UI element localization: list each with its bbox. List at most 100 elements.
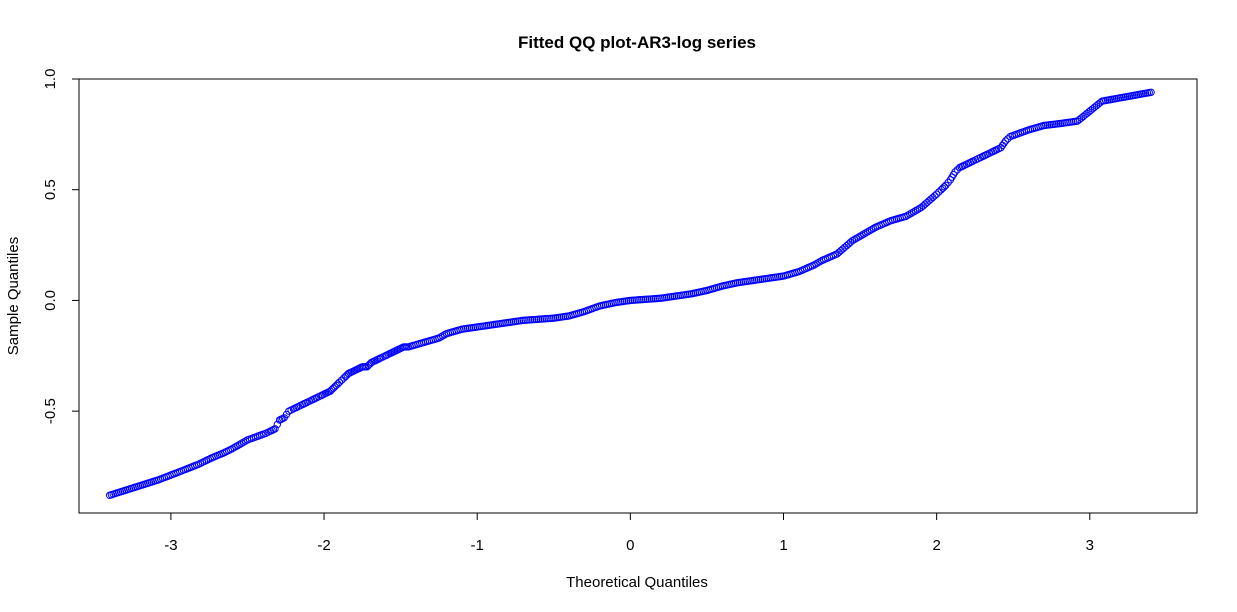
data-point [935,188,943,196]
data-point [532,315,541,324]
x-tick-label: -3 [164,537,177,554]
data-point [232,442,240,451]
data-point [837,246,845,255]
y-tick-label: -0.5 [42,398,59,424]
data-point [867,225,876,234]
data-point [911,207,920,215]
data-point [269,425,278,434]
data-point [1000,139,1008,147]
data-point [230,443,238,452]
data-point [904,211,912,219]
data-point [364,361,373,370]
data-point [282,410,291,419]
data-point [864,228,872,236]
data-point [831,251,839,259]
data-point [403,343,411,351]
data-point [357,363,365,372]
y-axis: -0.5 0.0 0.5 1.0 [42,69,80,424]
x-tick-label: 3 [1086,537,1094,554]
data-point [929,193,937,202]
data-point [398,343,406,352]
data-point [971,156,980,164]
x-tick-label: -1 [471,537,484,554]
x-tick-label: 1 [779,537,787,554]
data-point [334,380,342,388]
data-point [301,399,310,407]
data-point [944,178,952,187]
data-point [685,290,694,298]
x-axis: -3 -2 -1 0 1 2 3 [164,512,1094,554]
data-point [327,386,336,394]
data-point [456,326,464,334]
x-tick-label: 2 [932,537,940,554]
data-point [234,441,242,450]
data-point [968,157,976,166]
data-point [471,323,479,331]
data-point [273,420,282,429]
data-point [814,259,822,267]
data-point [958,162,967,170]
data-point [1071,117,1080,126]
data-point [850,235,859,244]
data-point [812,260,820,268]
data-point [486,321,495,329]
data-point [1056,119,1065,128]
data-point [1038,122,1046,130]
data-point [939,184,947,192]
data-point [865,226,874,235]
data-point [241,437,250,445]
data-point [909,208,918,216]
data-point [856,232,864,240]
data-point [517,316,525,325]
data-point [655,294,663,303]
data-point [762,274,770,283]
data-point [337,376,346,384]
data-point [260,430,268,438]
data-point [731,279,740,287]
data-point [433,334,441,343]
data-point [747,277,755,285]
data-point [1094,100,1102,108]
x-axis-label: Theoretical Quantiles [566,574,708,591]
data-point [670,292,679,300]
chart-title: Fitted QQ plot-AR3-log series [518,33,756,52]
data-point [548,314,556,322]
y-tick-label: 0.0 [42,290,59,311]
data-point [226,445,235,454]
data-point [940,183,949,191]
data-point [463,324,472,333]
data-point [236,440,244,449]
data-point [900,213,908,221]
data-point [931,192,939,200]
data-point [906,210,914,218]
y-tick-label: 0.5 [42,179,59,200]
plot-area-frame [78,78,1198,514]
data-point [624,297,633,305]
data-point [869,224,878,233]
data-point [332,381,340,390]
data-point [844,240,853,248]
data-point [991,146,999,155]
data-point [981,151,990,159]
data-point [439,332,447,340]
data-point [437,333,445,341]
data-point [278,414,287,423]
y-axis-label: Sample Quantiles [5,237,22,355]
data-point [292,403,301,412]
data-point [949,170,958,179]
data-point [239,438,248,446]
data-point [921,200,929,208]
data-point [808,262,816,270]
data-point [913,205,922,214]
data-point [375,355,383,363]
y-tick-label: 1.0 [42,69,59,90]
data-point [862,229,870,237]
data-point [1145,88,1153,97]
data-point [502,319,510,327]
data-point [854,233,862,242]
data-point [852,234,860,243]
data-point [238,439,246,447]
x-tick-label: 0 [626,537,634,554]
data-point [192,461,201,469]
